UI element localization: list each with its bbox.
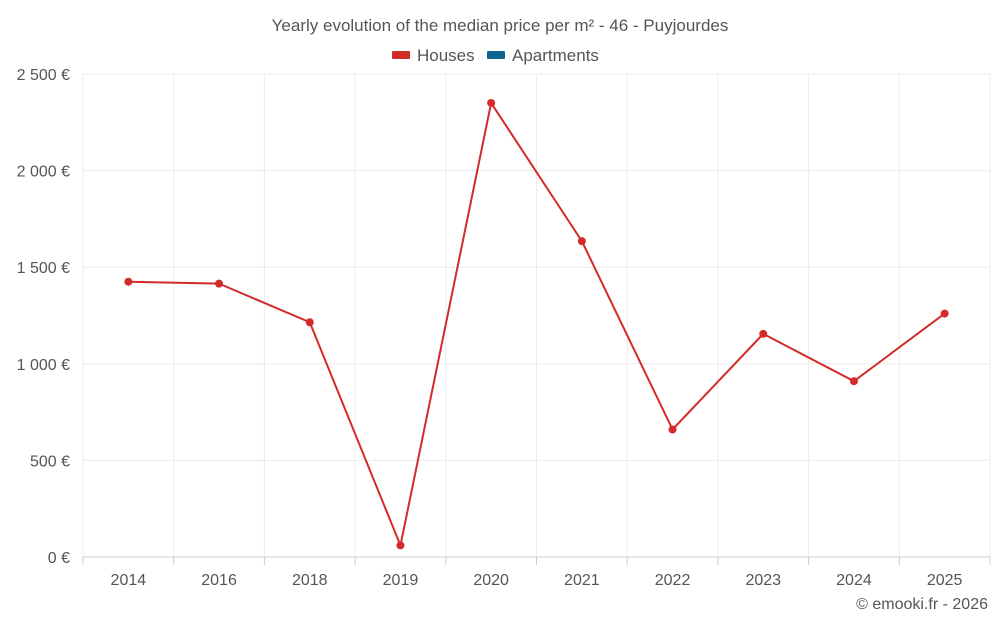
series-line-houses bbox=[128, 101, 946, 547]
data-point-houses[interactable] bbox=[849, 377, 858, 386]
data-point-houses[interactable] bbox=[305, 318, 314, 327]
x-tick-label: 2025 bbox=[927, 572, 963, 589]
axes bbox=[82, 556, 991, 565]
data-point-houses[interactable] bbox=[124, 277, 133, 286]
y-tick-label: 0 € bbox=[48, 550, 70, 567]
x-tick-label: 2020 bbox=[473, 572, 509, 589]
y-tick-label: 2 000 € bbox=[17, 164, 70, 181]
x-axis-tick-labels: 2014 2016 2018 2019 2020 2021 2022 2023 2024 2025 bbox=[111, 572, 963, 589]
chart-title: Yearly evolution of the median price per… bbox=[272, 16, 729, 35]
data-point-houses[interactable] bbox=[759, 329, 768, 338]
x-tick-label: 2022 bbox=[655, 572, 691, 589]
footer-credit: © emooki.fr - 2026 bbox=[856, 596, 988, 613]
y-axis-tick-labels: 0 € 500 € 1 000 € 1 500 € 2 000 € 2 500 € bbox=[17, 67, 70, 567]
x-tick-label: 2021 bbox=[564, 572, 600, 589]
x-tick-label: 2024 bbox=[836, 572, 872, 589]
data-point-houses[interactable] bbox=[577, 237, 586, 246]
legend-swatch-apartments bbox=[487, 51, 505, 59]
legend-label-apartments[interactable]: Apartments bbox=[512, 46, 599, 65]
data-point-houses[interactable] bbox=[215, 279, 224, 288]
data-point-houses[interactable] bbox=[668, 425, 677, 434]
y-tick-label: 500 € bbox=[30, 453, 70, 470]
x-tick-label: 2018 bbox=[292, 572, 328, 589]
grid-lines bbox=[82, 73, 991, 557]
x-tick-label: 2016 bbox=[201, 572, 237, 589]
legend-swatch-houses bbox=[392, 51, 410, 59]
y-tick-label: 1 000 € bbox=[17, 357, 70, 374]
x-tick-label: 2014 bbox=[111, 572, 147, 589]
x-tick-label: 2019 bbox=[383, 572, 419, 589]
x-tick-label: 2023 bbox=[745, 572, 781, 589]
data-point-houses[interactable] bbox=[940, 309, 949, 318]
legend-label-houses[interactable]: Houses bbox=[417, 46, 475, 65]
data-point-houses[interactable] bbox=[396, 541, 405, 550]
y-tick-label: 2 500 € bbox=[17, 67, 70, 84]
series-layer bbox=[124, 98, 949, 550]
legend: Houses Apartments bbox=[392, 46, 599, 65]
data-point-houses[interactable] bbox=[487, 98, 496, 107]
y-tick-label: 1 500 € bbox=[17, 260, 70, 277]
